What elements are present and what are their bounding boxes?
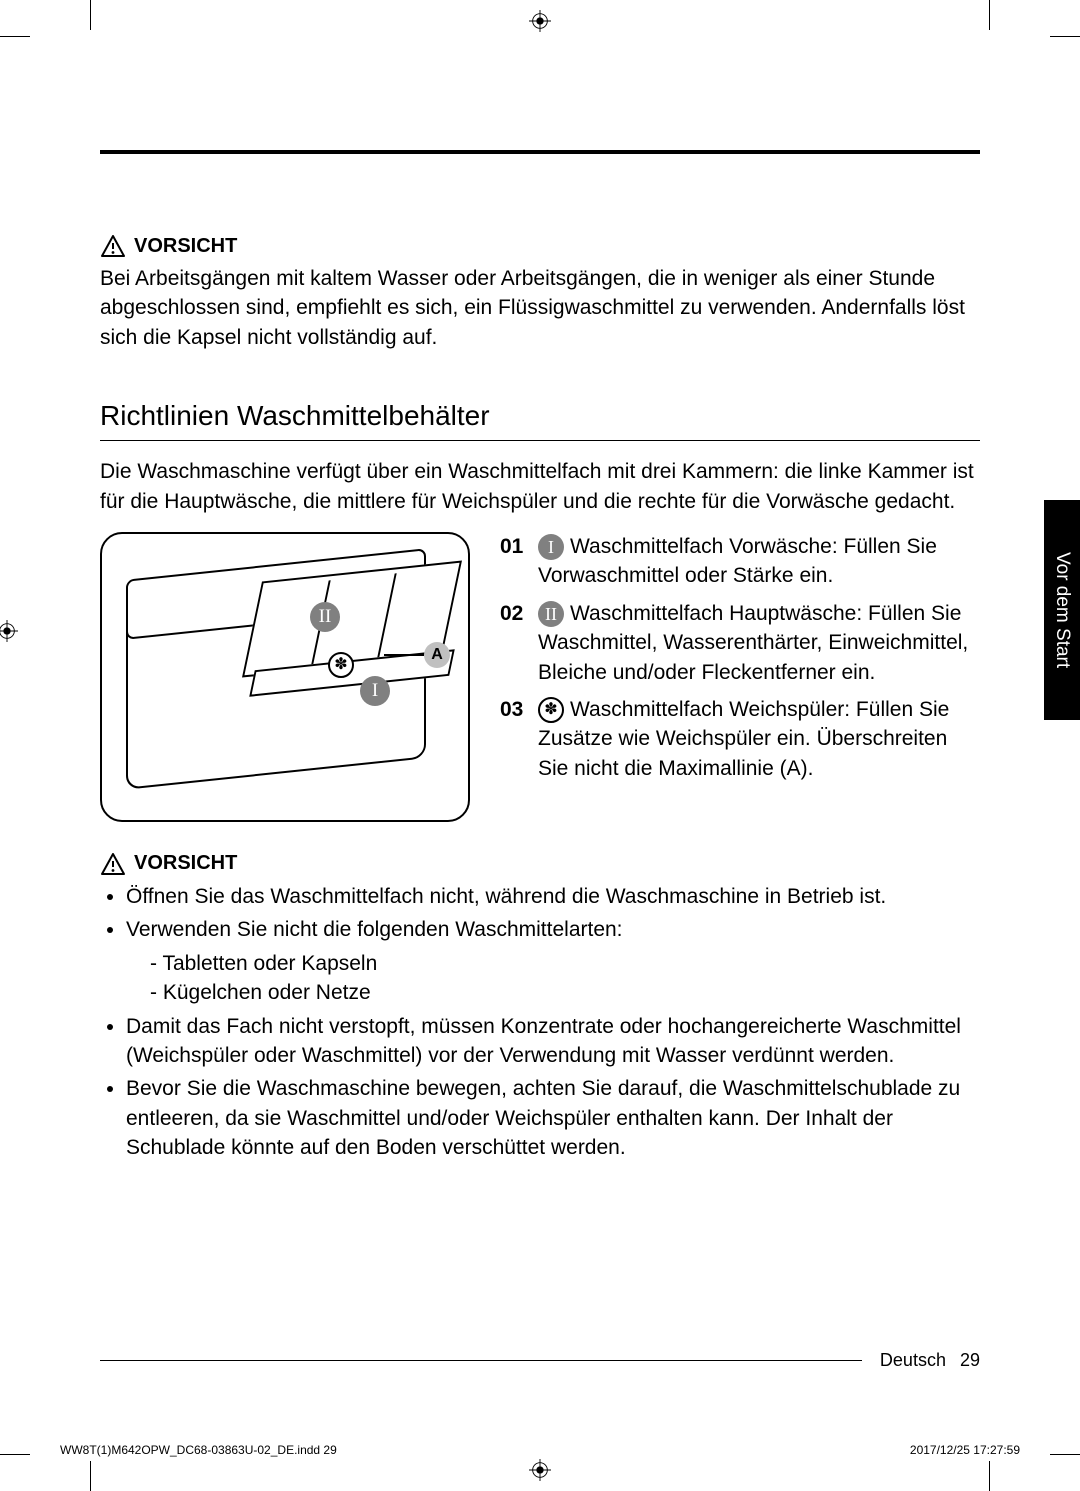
caution-heading: VORSICHT (100, 852, 980, 876)
item-number: 02 (500, 599, 528, 687)
page-content: VORSICHT Bei Arbeitsgängen mit kaltem Wa… (100, 150, 980, 1391)
item-title: Waschmittelfach Weichspüler (570, 698, 844, 721)
section-tab: Vor dem Start (1044, 500, 1080, 720)
caution-bullet-list: Öffnen Sie das Waschmittelfach nicht, wä… (100, 882, 980, 1163)
section-heading: Richtlinien Waschmittelbehälter (100, 400, 980, 441)
sub-bullet-item: Tabletten oder Kapseln (150, 949, 980, 978)
warning-icon (100, 234, 126, 258)
list-item: 01 IWaschmittelfach Vorwäsche: Füllen Si… (500, 532, 980, 591)
bullet-item: Verwenden Sie nicht die folgenden Waschm… (126, 915, 980, 1007)
slug-filename: WW8T(1)M642OPW_DC68-03863U-02_DE.indd 29 (60, 1443, 337, 1457)
registration-mark-icon (529, 10, 551, 32)
caution-text: Bei Arbeitsgängen mit kaltem Wasser oder… (100, 264, 980, 352)
max-line-label: A (424, 642, 450, 668)
registration-mark-icon (0, 620, 18, 642)
print-slug: WW8T(1)M642OPW_DC68-03863U-02_DE.indd 29… (60, 1443, 1020, 1457)
bullet-item: Damit das Fach nicht verstopft, müssen K… (126, 1012, 980, 1071)
caution-label: VORSICHT (134, 852, 237, 875)
footer-page-number: 29 (960, 1350, 980, 1371)
leader-line (384, 654, 424, 656)
crop-mark (90, 1461, 91, 1491)
crop-mark (989, 1461, 990, 1491)
item-title: Waschmittelfach Vorwäsche (570, 535, 832, 558)
list-item: 02 IIWaschmittelfach Hauptwäsche: Füllen… (500, 599, 980, 687)
bullet-item: Bevor Sie die Waschmaschine bewegen, ach… (126, 1074, 980, 1162)
header-rule (100, 150, 980, 154)
warning-icon (100, 852, 126, 876)
crop-mark (1050, 36, 1080, 37)
crop-mark (0, 1454, 30, 1455)
crop-mark (0, 36, 30, 37)
flower-badge-icon: ✽ (538, 697, 564, 723)
item-number: 01 (500, 532, 528, 591)
item-tail-bold: Maximallinie (A) (658, 757, 807, 780)
caution-heading: VORSICHT (100, 234, 980, 258)
slug-timestamp: 2017/12/25 17:27:59 (910, 1443, 1020, 1457)
softener-badge-icon: ✽ (328, 652, 354, 678)
drawer-figure: II I ✽ A (100, 532, 470, 822)
footer-rule (100, 1360, 862, 1361)
page-footer: Deutsch 29 (100, 1350, 980, 1371)
item-title: Waschmittelfach Hauptwäsche (570, 602, 856, 625)
registration-mark-icon (529, 1459, 551, 1481)
crop-mark (1050, 1454, 1080, 1455)
crop-mark (90, 0, 91, 30)
bullet-text: Verwenden Sie nicht die folgenden Waschm… (126, 918, 623, 941)
caution-label: VORSICHT (134, 235, 237, 258)
list-item: 03 ✽Waschmittelfach Weichspüler: Füllen … (500, 695, 980, 783)
compartment-list: 01 IWaschmittelfach Vorwäsche: Füllen Si… (500, 532, 980, 822)
compartment-i-badge: I (360, 676, 390, 706)
roman-badge-i-icon: I (538, 534, 564, 560)
compartment-ii-badge: II (310, 602, 340, 632)
item-tail-after: . (808, 757, 814, 780)
roman-badge-ii-icon: II (538, 601, 564, 627)
intro-text: Die Waschmaschine verfügt über ein Wasch… (100, 457, 980, 516)
crop-mark (989, 0, 990, 30)
item-number: 03 (500, 695, 528, 783)
bullet-item: Öffnen Sie das Waschmittelfach nicht, wä… (126, 882, 980, 911)
footer-language: Deutsch (880, 1350, 946, 1371)
sub-bullet-item: Kügelchen oder Netze (150, 978, 980, 1007)
